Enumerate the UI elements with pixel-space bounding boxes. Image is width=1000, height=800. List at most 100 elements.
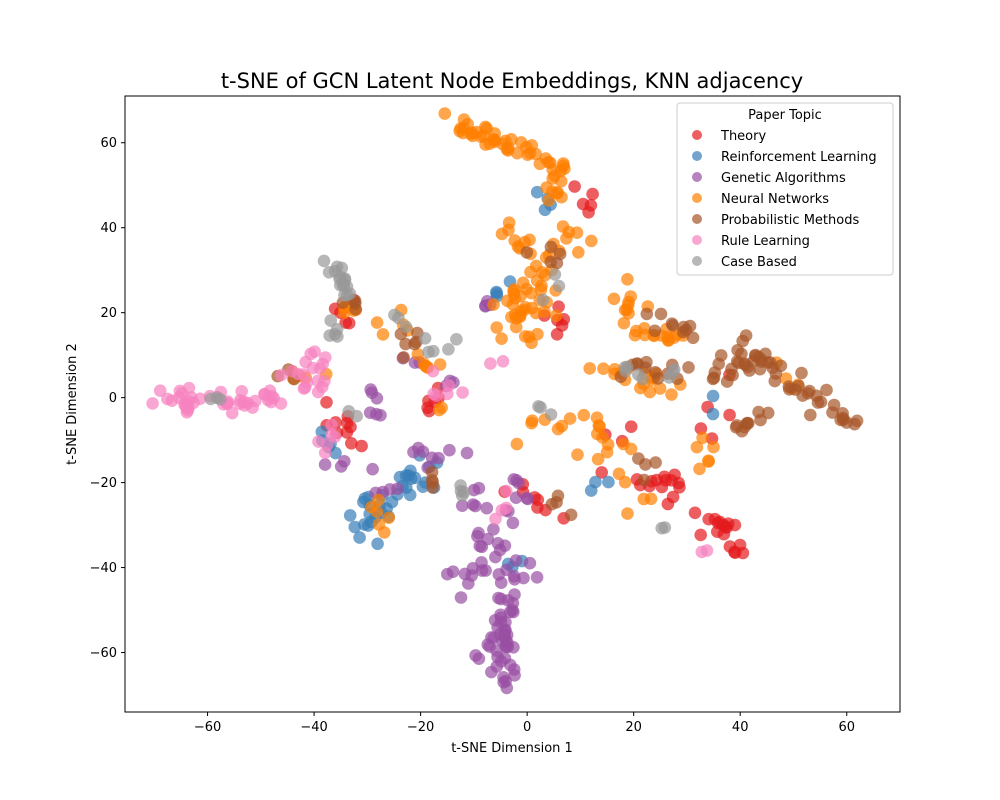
data-point (500, 484, 513, 498)
data-point (495, 332, 508, 346)
data-point (550, 496, 563, 509)
data-point (702, 455, 715, 468)
data-point (755, 355, 768, 368)
data-point (582, 206, 595, 219)
legend-label: Reinforcement Learning (721, 150, 877, 165)
data-point (589, 475, 602, 489)
data-point (706, 407, 720, 421)
data-point (531, 327, 544, 341)
data-point (511, 146, 524, 160)
x-tick-label: −20 (407, 720, 434, 735)
data-point (473, 539, 487, 553)
data-point (411, 348, 425, 361)
data-point (694, 528, 707, 542)
data-point (654, 307, 668, 321)
data-point (533, 157, 547, 171)
data-point (508, 588, 521, 601)
data-point (442, 379, 456, 392)
points-layer (146, 107, 864, 695)
y-tick-label: 40 (100, 221, 117, 236)
data-point (638, 328, 652, 342)
data-point (795, 366, 808, 380)
data-point (739, 329, 753, 342)
data-point (370, 505, 384, 518)
data-point (370, 316, 384, 329)
data-point (624, 420, 638, 434)
data-point (640, 307, 654, 321)
data-point (562, 225, 576, 239)
data-point (548, 169, 561, 183)
data-point (342, 405, 356, 418)
data-point (348, 520, 362, 534)
data-point (600, 445, 614, 459)
data-point (723, 540, 737, 553)
data-point (484, 357, 497, 370)
data-point (555, 419, 569, 433)
data-point (487, 133, 500, 146)
legend-label: Genetic Algorithms (721, 171, 846, 186)
data-point (530, 185, 544, 199)
data-point (534, 401, 547, 414)
data-point (485, 665, 498, 679)
data-point (248, 394, 262, 408)
legend-label: Probabilistic Methods (721, 213, 859, 228)
data-point (355, 439, 368, 453)
data-point (509, 320, 523, 334)
data-point (557, 157, 570, 170)
legend: Paper Topic Theory Reinforcement Learning… (676, 102, 894, 276)
data-point (593, 420, 606, 433)
data-point (298, 381, 312, 394)
x-axis-label: t-SNE Dimension 1 (451, 741, 573, 756)
data-point (644, 492, 658, 506)
data-point (466, 129, 480, 143)
data-point (426, 481, 439, 494)
data-point (497, 676, 511, 689)
legend-box (676, 102, 894, 276)
data-point (182, 381, 196, 395)
x-tick-label: 0 (523, 720, 531, 735)
y-tick-label: −20 (90, 476, 117, 491)
data-point (607, 292, 621, 306)
data-point (617, 316, 631, 330)
data-point (506, 516, 520, 530)
data-point (525, 139, 539, 152)
data-point (490, 321, 504, 334)
data-point (345, 437, 358, 450)
data-point (563, 412, 577, 425)
data-point (618, 475, 632, 489)
data-point (621, 507, 634, 520)
data-point (454, 479, 467, 492)
data-point (665, 388, 678, 401)
data-point (766, 361, 779, 375)
data-point (630, 357, 644, 370)
data-point (648, 324, 662, 338)
data-point (457, 113, 471, 126)
y-tick-label: 20 (100, 306, 117, 321)
series-genetic-algorithms (318, 295, 544, 695)
legend-items: Theory Reinforcement Learning Genetic Algo… (692, 129, 877, 270)
data-point (552, 279, 566, 293)
data-point (343, 509, 357, 522)
x-tick-label: 40 (732, 720, 749, 735)
data-point (438, 107, 452, 120)
data-point (514, 136, 528, 149)
data-point (520, 491, 534, 505)
legend-label: Theory (720, 129, 766, 144)
data-point (509, 491, 523, 505)
data-point (536, 293, 550, 307)
legend-marker (692, 214, 702, 224)
data-point (328, 430, 342, 444)
data-point (752, 405, 765, 419)
x-tick-label: −60 (194, 720, 221, 735)
data-point (487, 298, 500, 311)
data-point (320, 396, 333, 409)
data-point (597, 362, 610, 376)
data-point (571, 448, 584, 462)
data-point (530, 571, 544, 584)
data-point (553, 247, 567, 261)
data-point (153, 384, 167, 398)
data-point (335, 261, 349, 275)
data-point (146, 397, 159, 410)
data-point (596, 431, 609, 444)
data-point (510, 474, 523, 487)
